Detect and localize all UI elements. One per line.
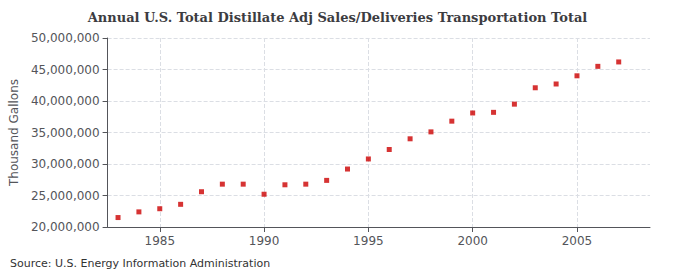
svg-text:Thousand Gallons: Thousand Gallons [7, 79, 21, 187]
svg-text:2000: 2000 [457, 234, 488, 248]
svg-text:40,000,000: 40,000,000 [31, 94, 100, 108]
svg-text:1990: 1990 [249, 234, 280, 248]
svg-text:1995: 1995 [353, 234, 384, 248]
svg-text:50,000,000: 50,000,000 [31, 31, 100, 45]
svg-text:1985: 1985 [144, 234, 175, 248]
svg-text:20,000,000: 20,000,000 [31, 220, 100, 234]
svg-text:Annual U.S. Total Distillate A: Annual U.S. Total Distillate Adj Sales/D… [87, 10, 588, 25]
svg-text:35,000,000: 35,000,000 [31, 126, 100, 140]
svg-text:45,000,000: 45,000,000 [31, 63, 100, 77]
svg-text:30,000,000: 30,000,000 [31, 157, 100, 171]
svg-text:2005: 2005 [562, 234, 593, 248]
svg-text:25,000,000: 25,000,000 [31, 189, 100, 203]
svg-text:Source: U.S. Energy Informatio: Source: U.S. Energy Information Administ… [10, 257, 270, 270]
